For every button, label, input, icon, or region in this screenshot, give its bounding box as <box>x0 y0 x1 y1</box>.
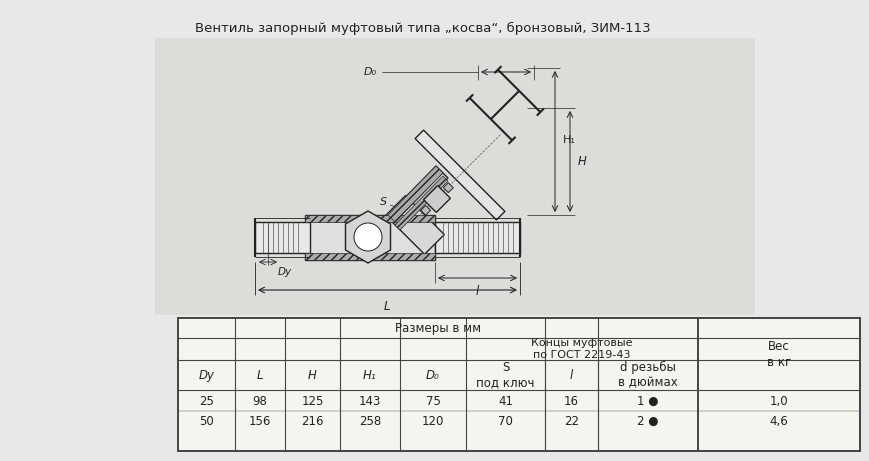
Text: 1,0: 1,0 <box>769 395 787 408</box>
Text: 156: 156 <box>249 414 271 427</box>
Text: 4,6: 4,6 <box>769 414 787 427</box>
Polygon shape <box>345 211 390 263</box>
Text: 41: 41 <box>497 395 513 408</box>
Text: S: S <box>380 197 387 207</box>
Polygon shape <box>388 166 448 228</box>
Polygon shape <box>155 38 754 315</box>
Polygon shape <box>421 205 430 215</box>
Text: 75: 75 <box>425 395 440 408</box>
Text: Dу: Dу <box>277 267 292 277</box>
Text: Вес
в кг: Вес в кг <box>766 339 790 368</box>
Polygon shape <box>423 186 450 213</box>
Text: D₀: D₀ <box>426 368 440 382</box>
Polygon shape <box>385 195 444 254</box>
Text: 50: 50 <box>199 414 214 427</box>
Text: 25: 25 <box>199 395 214 408</box>
Polygon shape <box>305 253 434 260</box>
Text: Размеры в мм: Размеры в мм <box>395 321 481 335</box>
Text: 258: 258 <box>359 414 381 427</box>
Text: 1 ●: 1 ● <box>636 395 658 408</box>
Text: D₀: D₀ <box>363 67 376 77</box>
Circle shape <box>354 223 381 251</box>
Text: H: H <box>308 368 316 382</box>
Text: 22: 22 <box>563 414 579 427</box>
Polygon shape <box>305 215 434 222</box>
Text: H₁: H₁ <box>362 368 376 382</box>
Text: H: H <box>577 154 587 167</box>
Text: 98: 98 <box>252 395 267 408</box>
Text: Концы муфтовые
по ГОСТ 2219-43: Концы муфтовые по ГОСТ 2219-43 <box>531 338 632 360</box>
Text: l: l <box>474 285 478 298</box>
Text: 125: 125 <box>301 395 323 408</box>
Polygon shape <box>305 215 434 260</box>
Text: L: L <box>256 368 263 382</box>
Polygon shape <box>255 222 309 253</box>
Polygon shape <box>434 222 520 253</box>
Polygon shape <box>178 318 859 451</box>
Text: 16: 16 <box>563 395 579 408</box>
Text: d резьбы
в дюймах: d резьбы в дюймах <box>617 361 677 389</box>
Polygon shape <box>388 166 442 222</box>
Text: S
под ключ: S под ключ <box>475 361 534 389</box>
Text: L: L <box>383 300 390 313</box>
Polygon shape <box>415 130 504 220</box>
Text: 216: 216 <box>301 414 323 427</box>
Polygon shape <box>395 176 448 230</box>
Text: Вентиль запорный муфтовый типа „косва“, бронзовый, ЗИМ-113: Вентиль запорный муфтовый типа „косва“, … <box>195 22 650 35</box>
Text: Dу: Dу <box>198 368 215 382</box>
Text: 143: 143 <box>358 395 381 408</box>
Polygon shape <box>443 183 453 193</box>
Text: 120: 120 <box>421 414 444 427</box>
Text: 2 ●: 2 ● <box>636 414 658 427</box>
Text: H₁: H₁ <box>562 135 575 145</box>
Text: l: l <box>569 368 573 382</box>
Text: 70: 70 <box>497 414 513 427</box>
